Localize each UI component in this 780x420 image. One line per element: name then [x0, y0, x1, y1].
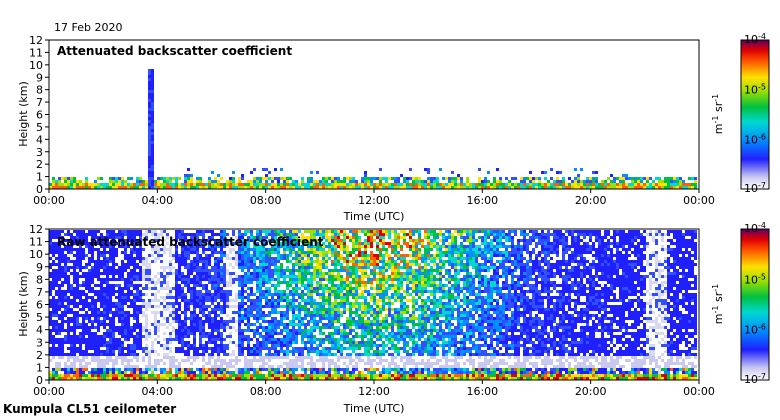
y-tick-label: 10: [29, 248, 43, 261]
x-axis-label: Time (UTC): [343, 402, 405, 415]
x-tick-label: 00:00: [683, 194, 715, 207]
colorbar-tick-label: 10-5: [744, 272, 766, 287]
backscatter-field: [49, 69, 697, 189]
x-axis: 00:00 04:00 08:00 12:00 16:00 20:00 00:00: [33, 189, 715, 207]
plot-area: [49, 40, 699, 189]
y-axis-label: Height (km): [17, 81, 30, 147]
colorbar: 10-4 10-5 10-6 10-7 m-1 sr-1: [711, 32, 770, 196]
y-axis-label: Height (km): [17, 271, 30, 337]
colorbar: 10-4 10-5 10-6 10-7 m-1 sr-1: [711, 221, 770, 387]
y-tick-label: 1: [36, 361, 43, 374]
y-tick-label: 1: [36, 171, 43, 184]
y-tick-label: 12: [29, 34, 43, 47]
y-tick-label: 8: [36, 273, 43, 286]
colorbar-tick-label: 10-6: [744, 322, 766, 337]
backscatter-field: [49, 230, 697, 380]
colorbar-tick-label: 10-5: [744, 82, 766, 97]
colorbar-tick-label: 10-4: [744, 32, 766, 47]
colorbar-gradient: [740, 39, 770, 190]
colorbar-tick-label: 10-4: [744, 221, 766, 236]
x-tick-label: 08:00: [250, 385, 282, 398]
y-tick-label: 9: [36, 71, 43, 84]
y-tick-label: 11: [29, 236, 43, 249]
y-tick-label: 4: [36, 133, 43, 146]
x-axis: 00:00 04:00 08:00 12:00 16:00 20:00 00:00: [33, 380, 715, 398]
x-tick-label: 00:00: [683, 385, 715, 398]
y-tick-label: 3: [36, 336, 43, 349]
y-tick-label: 7: [36, 96, 43, 109]
x-axis-label: Time (UTC): [343, 210, 405, 223]
x-tick-label: 08:00: [250, 194, 282, 207]
y-tick-label: 4: [36, 324, 43, 337]
y-tick-label: 5: [36, 121, 43, 134]
y-tick-label: 5: [36, 311, 43, 324]
x-tick-label: 16:00: [466, 385, 498, 398]
x-tick-label: 12:00: [358, 385, 390, 398]
x-tick-label: 20:00: [575, 194, 607, 207]
y-tick-label: 12: [29, 223, 43, 236]
x-tick-label: 00:00: [33, 385, 65, 398]
y-tick-label: 2: [36, 349, 43, 362]
x-tick-label: 16:00: [466, 194, 498, 207]
colorbar-unit-label: m-1 sr-1: [711, 94, 726, 134]
x-tick-label: 12:00: [358, 194, 390, 207]
y-tick-label: 0: [36, 183, 43, 196]
y-tick-label: 6: [36, 109, 43, 122]
x-tick-label: 04:00: [141, 194, 173, 207]
x-tick-label: 20:00: [575, 385, 607, 398]
y-tick-label: 0: [36, 374, 43, 387]
colorbar-unit-label: m-1 sr-1: [711, 284, 726, 324]
panel-title: Raw attenuated backscatter coefficient: [57, 235, 324, 249]
y-tick-label: 10: [29, 59, 43, 72]
colorbar-ticks: 10-4 10-5 10-6 10-7: [744, 32, 766, 196]
y-tick-label: 7: [36, 286, 43, 299]
y-tick-label: 11: [29, 46, 43, 59]
y-tick-label: 8: [36, 84, 43, 97]
colorbar-gradient: [740, 228, 770, 381]
y-tick-label: 2: [36, 158, 43, 171]
colorbar-tick-label: 10-7: [744, 181, 766, 196]
y-tick-label: 3: [36, 146, 43, 159]
colorbar-tick-label: 10-7: [744, 372, 766, 387]
y-tick-label: 6: [36, 299, 43, 312]
date-label: 17 Feb 2020: [54, 21, 122, 34]
y-tick-label: 9: [36, 261, 43, 274]
colorbar-tick-label: 10-6: [744, 132, 766, 147]
panel-title: Attenuated backscatter coefficient: [57, 44, 292, 58]
instrument-footer: Kumpula CL51 ceilometer: [3, 402, 176, 416]
colorbar-ticks: 10-4 10-5 10-6 10-7: [744, 221, 766, 387]
x-tick-label: 04:00: [141, 385, 173, 398]
x-tick-label: 00:00: [33, 194, 65, 207]
